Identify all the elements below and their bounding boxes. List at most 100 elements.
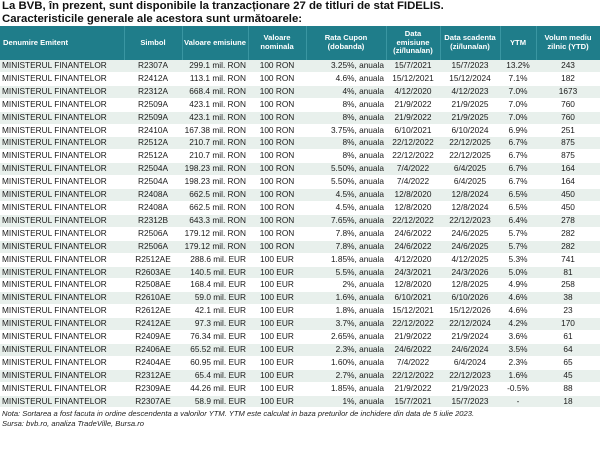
- cell-valoare-emisiune: 179.12 mil. RON: [182, 240, 248, 254]
- cell-rata-cupon: 8%, anuala: [306, 98, 386, 112]
- cell-data-scadenta: 21/9/2023: [440, 382, 500, 396]
- cell-ytm: 7.0%: [500, 98, 536, 112]
- cell-ytm: 6.9%: [500, 124, 536, 138]
- cell-volum: 282: [536, 227, 600, 241]
- cell-simbol: R2509A: [124, 111, 182, 125]
- cell-valoare-emisiune: 210.7 mil. RON: [182, 136, 248, 151]
- title-line-1: La BVB, în prezent, sunt disponibile la …: [2, 0, 444, 12]
- cell-simbol: R2512A: [124, 149, 182, 164]
- cell-valoare-emisiune: 662.5 mil. RON: [182, 188, 248, 202]
- cell-valoare-emisiune: 210.7 mil. RON: [182, 149, 248, 164]
- cell-ytm: 6.7%: [500, 136, 536, 151]
- table-body: MINISTERUL FINANTELOR R2307A 299.1 mil. RO…: [0, 60, 600, 409]
- cell-emitent: MINISTERUL FINANTELOR: [0, 162, 124, 177]
- cell-valoare-nominala: 100 EUR: [248, 330, 306, 344]
- cell-valoare-emisiune: 42.1 mil. EUR: [182, 304, 248, 319]
- cell-simbol: R2409AE: [124, 330, 182, 344]
- table-row: MINISTERUL FINANTELOR R2408A 662.5 mil. RO…: [0, 201, 600, 215]
- cell-valoare-nominala: 100 EUR: [248, 356, 306, 370]
- cell-volum: 1673: [536, 85, 600, 99]
- cell-data-scadenta: 4/12/2025: [440, 253, 500, 267]
- cell-ytm: 5.7%: [500, 227, 536, 241]
- cell-valoare-emisiune: 288.6 mil. EUR: [182, 253, 248, 267]
- table-row: MINISTERUL FINANTELOR R2509A 423.1 mil. RO…: [0, 98, 600, 112]
- table-header-row: Denumire Emitent Simbol Valoare emisiune…: [0, 26, 600, 60]
- cell-rata-cupon: 8%, anuala: [306, 136, 386, 151]
- cell-data-emisiune: 22/12/2022: [386, 214, 440, 228]
- cell-emitent: MINISTERUL FINANTELOR: [0, 149, 124, 164]
- table-row: MINISTERUL FINANTELOR R2612AE 42.1 mil. EU…: [0, 304, 600, 319]
- cell-valoare-emisiune: 198.23 mil. RON: [182, 162, 248, 177]
- cell-simbol: R2307AE: [124, 395, 182, 409]
- cell-volum: 450: [536, 201, 600, 215]
- cell-valoare-nominala: 100 EUR: [248, 343, 306, 357]
- table-row: MINISTERUL FINANTELOR R2312B 643.3 mil. RO…: [0, 214, 600, 228]
- cell-volum: 81: [536, 266, 600, 280]
- cell-valoare-emisiune: 76.34 mil. EUR: [182, 330, 248, 344]
- cell-rata-cupon: 1.8%, anuala: [306, 304, 386, 319]
- cell-valoare-nominala: 100 RON: [248, 240, 306, 254]
- cell-rata-cupon: 5.50%, anuala: [306, 175, 386, 190]
- cell-rata-cupon: 1.60%, anuala: [306, 356, 386, 370]
- cell-data-emisiune: 24/6/2022: [386, 343, 440, 357]
- cell-volum: 65: [536, 356, 600, 370]
- cell-valoare-emisiune: 662.5 mil. RON: [182, 201, 248, 215]
- cell-data-scadenta: 6/4/2024: [440, 356, 500, 370]
- cell-data-emisiune: 4/12/2020: [386, 253, 440, 267]
- cell-volum: 45: [536, 369, 600, 383]
- table-row: MINISTERUL FINANTELOR R2508AE 168.4 mil. E…: [0, 278, 600, 293]
- col-header-ytm: YTM: [500, 26, 537, 60]
- title-line-2: Caracteristicile generale ale acestora s…: [2, 12, 303, 25]
- cell-volum: 243: [536, 60, 600, 73]
- cell-data-emisiune: 22/12/2022: [386, 149, 440, 164]
- cell-emitent: MINISTERUL FINANTELOR: [0, 136, 124, 151]
- cell-rata-cupon: 1.85%, anuala: [306, 382, 386, 396]
- cell-simbol: R2408A: [124, 188, 182, 202]
- cell-data-emisiune: 12/8/2020: [386, 278, 440, 293]
- cell-simbol: R2512A: [124, 136, 182, 151]
- cell-data-scadenta: 4/12/2023: [440, 85, 500, 99]
- cell-simbol: R2312A: [124, 85, 182, 99]
- cell-valoare-emisiune: 65.4 mil. EUR: [182, 369, 248, 383]
- cell-emitent: MINISTERUL FINANTELOR: [0, 111, 124, 125]
- table-row: MINISTERUL FINANTELOR R2312A 668.4 mil. RO…: [0, 85, 600, 99]
- cell-emitent: MINISTERUL FINANTELOR: [0, 124, 124, 138]
- cell-valoare-emisiune: 97.3 mil. EUR: [182, 317, 248, 332]
- cell-data-emisiune: 12/8/2020: [386, 188, 440, 202]
- cell-ytm: 6.7%: [500, 175, 536, 190]
- cell-data-emisiune: 7/4/2022: [386, 162, 440, 177]
- cell-simbol: R2504A: [124, 162, 182, 177]
- cell-data-emisiune: 22/12/2022: [386, 369, 440, 383]
- cell-valoare-emisiune: 668.4 mil. RON: [182, 85, 248, 99]
- cell-simbol: R2504A: [124, 175, 182, 190]
- cell-data-scadenta: 22/12/2023: [440, 369, 500, 383]
- cell-volum: 182: [536, 72, 600, 86]
- cell-emitent: MINISTERUL FINANTELOR: [0, 304, 124, 319]
- cell-simbol: R2410A: [124, 124, 182, 138]
- cell-rata-cupon: 2%, anuala: [306, 278, 386, 293]
- page-title: La BVB, în prezent, sunt disponibile la …: [0, 0, 600, 25]
- cell-emitent: MINISTERUL FINANTELOR: [0, 227, 124, 241]
- cell-data-emisiune: 7/4/2022: [386, 175, 440, 190]
- cell-simbol: R2509A: [124, 98, 182, 112]
- cell-rata-cupon: 5.50%, anuala: [306, 162, 386, 177]
- footnote: Nota: Sortarea a fost facuta in ordine d…: [0, 408, 600, 428]
- cell-emitent: MINISTERUL FINANTELOR: [0, 175, 124, 190]
- cell-data-emisiune: 24/6/2022: [386, 227, 440, 241]
- cell-volum: 760: [536, 98, 600, 112]
- cell-emitent: MINISTERUL FINANTELOR: [0, 72, 124, 86]
- cell-emitent: MINISTERUL FINANTELOR: [0, 201, 124, 215]
- table-row: MINISTERUL FINANTELOR R2307A 299.1 mil. RO…: [0, 60, 600, 73]
- cell-rata-cupon: 2.3%, anuala: [306, 343, 386, 357]
- cell-data-scadenta: 15/7/2023: [440, 60, 500, 73]
- cell-valoare-nominala: 100 RON: [248, 111, 306, 125]
- cell-data-emisiune: 15/7/2021: [386, 60, 440, 73]
- cell-valoare-nominala: 100 EUR: [248, 395, 306, 409]
- cell-data-emisiune: 15/12/2021: [386, 304, 440, 319]
- cell-emitent: MINISTERUL FINANTELOR: [0, 240, 124, 254]
- cell-volum: 61: [536, 330, 600, 344]
- col-header-valoare-emisiune: Valoare emisiune: [182, 26, 249, 60]
- cell-emitent: MINISTERUL FINANTELOR: [0, 395, 124, 409]
- cell-volum: 875: [536, 136, 600, 151]
- cell-data-emisiune: 22/12/2022: [386, 317, 440, 332]
